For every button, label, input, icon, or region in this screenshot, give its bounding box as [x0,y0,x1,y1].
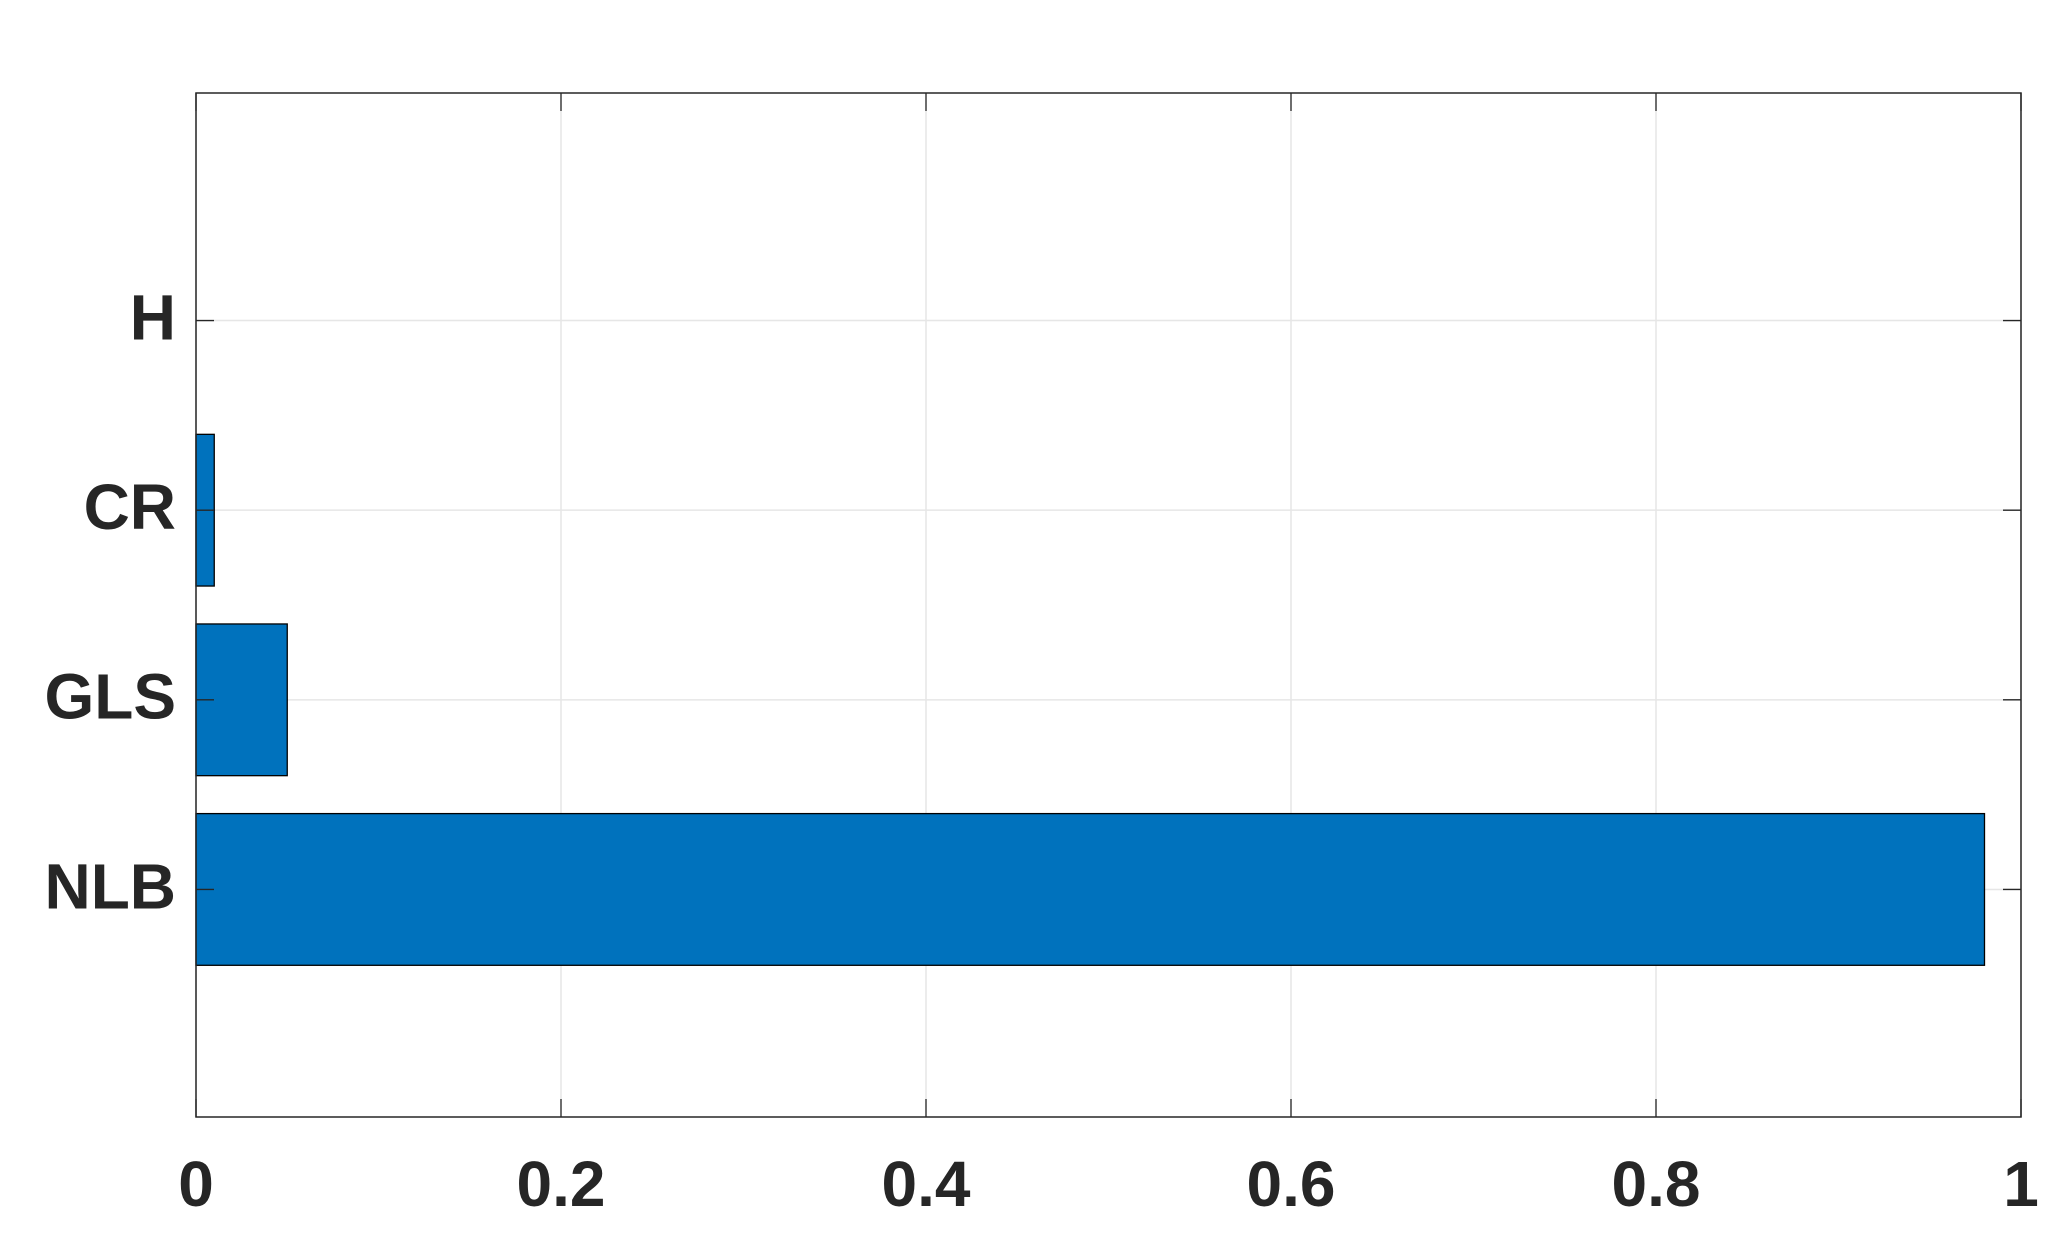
bar [195,812,1986,966]
x-tick-label: 0.2 [517,1148,606,1220]
x-tick-label: 0.6 [1247,1148,1336,1220]
bar [195,623,288,777]
x-tick-label: 0.4 [882,1148,971,1220]
x-tick-label: 0.8 [1612,1148,1701,1220]
y-tick-label: CR [84,471,176,543]
y-tick-label: H [130,281,176,353]
x-tick-label: 1 [2003,1148,2039,1220]
y-tick-label: GLS [44,661,176,733]
y-tick-label: NLB [44,850,176,922]
x-tick-label: 0 [178,1148,214,1220]
axes-box [195,92,2022,1118]
